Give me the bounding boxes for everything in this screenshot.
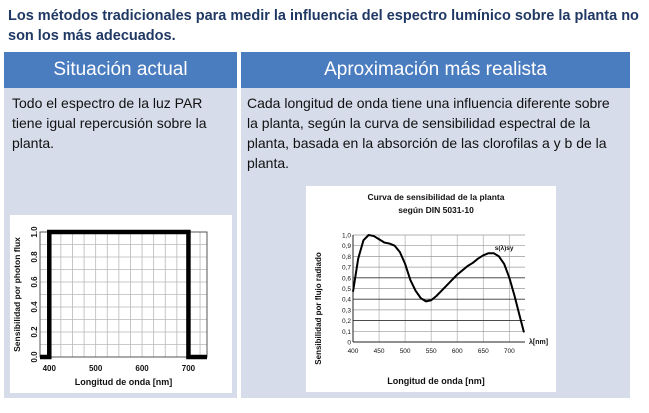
y-tick-label: 0,9	[342, 243, 351, 250]
realistic-approach-text: Cada longitud de onda tiene una influenc…	[247, 95, 610, 171]
par-chart-box: 0.0 0.2 0.4 0.6 0.8 1.0 400 500 600 700 Sensibilid…	[10, 215, 232, 393]
y-tick-label: 0,4	[342, 297, 351, 304]
y-tick-label: 0.4	[30, 301, 39, 313]
x-tick-label: 650	[478, 348, 489, 355]
chart-title-line-1: Curva de sensibilidad de la planta	[368, 192, 505, 202]
x-tick-label: 500	[89, 364, 103, 373]
current-situation-header: Situación actual	[4, 52, 237, 88]
y-tick-label: 0,5	[342, 286, 351, 293]
y-tick-label: 0,2	[342, 318, 351, 325]
y-tick-label: 0.2	[30, 326, 39, 338]
realistic-approach-panel: Aproximación más realista Cada longitud …	[241, 52, 630, 398]
page-headline: Los métodos tradicionales para medir la …	[8, 8, 639, 44]
sensitivity-curve	[352, 234, 525, 333]
curve-annotation: s(λ)sy	[495, 244, 514, 252]
y-tick-label: 1.0	[30, 226, 39, 238]
y-tick-label: 0,1	[342, 329, 351, 336]
din-chart-box: Curva de sensibilidad de la planta según …	[306, 186, 556, 392]
x-tick-label: 550	[426, 348, 437, 355]
x-tick-label: 500	[400, 348, 411, 355]
par-series-line	[40, 229, 207, 360]
y-tick-label: 0,7	[342, 265, 351, 272]
y-tick-label: 0,3	[342, 307, 351, 314]
y-tick-label: 0.8	[30, 251, 39, 263]
x-tick-label: 450	[374, 348, 385, 355]
y-tick-label: 0	[347, 340, 351, 347]
x-unit-label: λ[nm]	[529, 338, 548, 346]
x-tick-label: 700	[504, 348, 515, 355]
y-axis-label: Sensibilidad por photon flux	[12, 237, 22, 352]
y-tick-label: 0,6	[342, 275, 351, 282]
realistic-approach-header: Aproximación más realista	[241, 52, 630, 88]
y-tick-label: 0.6	[30, 276, 39, 288]
x-axis-label: Longitud de onda [nm]	[75, 377, 172, 387]
din-sensitivity-chart: Curva de sensibilidad de la planta según …	[314, 192, 548, 386]
y-axis-label: Sensibilidad por flujo radiado	[314, 252, 323, 365]
y-tick-label: 0,8	[342, 254, 351, 261]
par-sensitivity-chart: 0.0 0.2 0.4 0.6 0.8 1.0 400 500 600 700 Sensibilid…	[12, 226, 208, 387]
current-situation-text: Todo el espectro de la luz PAR tiene igu…	[12, 95, 207, 151]
y-tick-label: 1,0	[342, 233, 351, 240]
x-tick-label: 600	[135, 364, 149, 373]
x-tick-label: 600	[452, 348, 463, 355]
x-axis-label: Longitud de onda [nm]	[387, 376, 484, 386]
x-tick-label: 400	[348, 348, 359, 355]
chart-title-line-2: según DIN 5031-10	[398, 205, 474, 215]
y-tick-label: 0.0	[30, 351, 39, 363]
x-tick-label: 700	[182, 364, 196, 373]
x-tick-label: 400	[43, 364, 57, 373]
